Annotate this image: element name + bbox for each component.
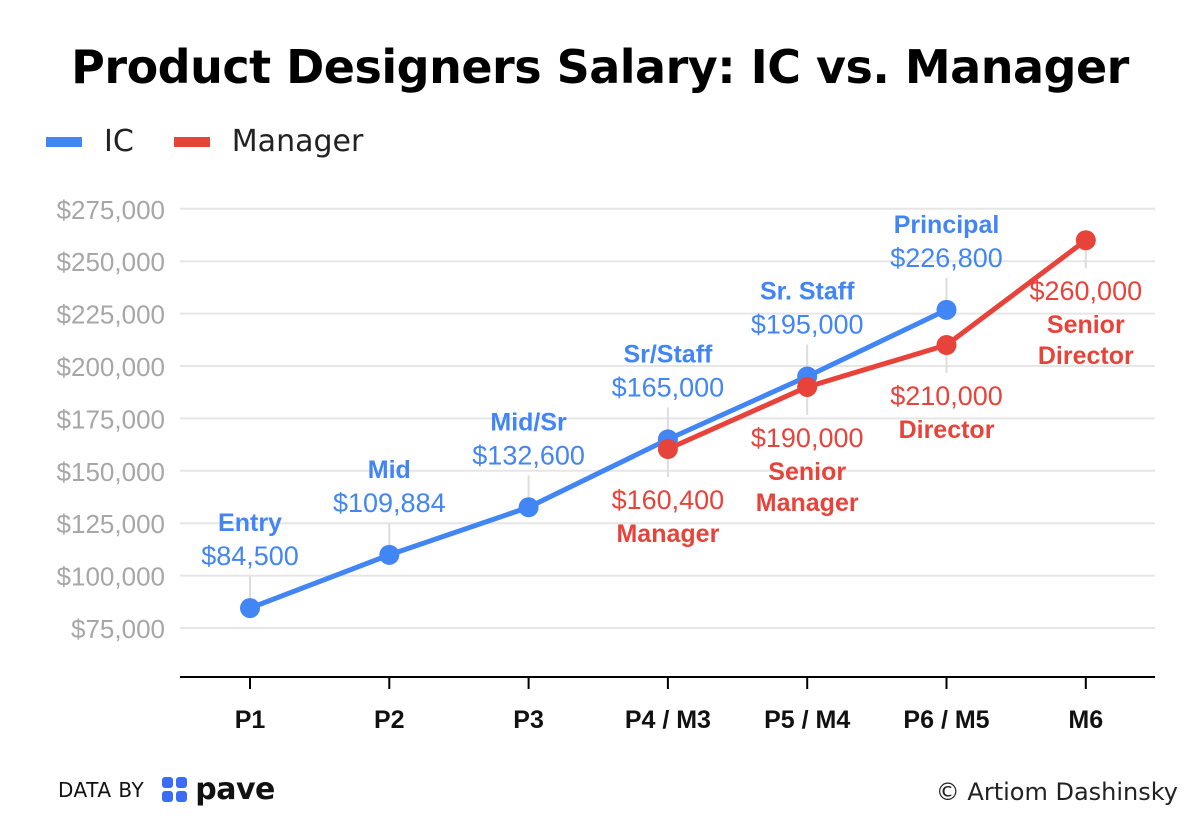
data-point-manager	[936, 335, 957, 356]
ic-value-label: $165,000	[612, 372, 725, 402]
x-tick-label: P2	[374, 706, 405, 734]
ic-level-label: Sr/Staff	[623, 340, 713, 368]
manager-value-label: $260,000	[1029, 276, 1142, 306]
data-point-ic	[379, 544, 400, 565]
y-tick-label: $275,000	[57, 195, 165, 225]
legend-swatch-manager	[173, 136, 210, 147]
manager-level-label: Manager	[756, 489, 859, 517]
y-tick-label: $125,000	[57, 509, 165, 539]
x-tick-label: P3	[513, 706, 544, 734]
legend-item-manager[interactable]: Manager	[173, 124, 364, 159]
chart-title: Product Designers Salary: IC vs. Manager	[71, 40, 1129, 94]
x-tick-label: P5 / M4	[764, 706, 850, 734]
y-tick-label: $100,000	[57, 562, 165, 592]
legend-label-ic: IC	[104, 124, 134, 159]
credit: © Artiom Dashinsky	[935, 778, 1178, 806]
manager-value-label: $210,000	[890, 381, 1003, 411]
legend-swatch-ic	[46, 136, 82, 147]
data-point-ic	[518, 497, 539, 518]
manager-level-label: Director	[899, 416, 995, 444]
data-by-label: DATA BY	[58, 777, 145, 802]
y-tick-label: $225,000	[57, 300, 165, 330]
y-tick-label: $175,000	[57, 404, 165, 434]
pave-logo-icon	[162, 777, 188, 802]
ic-value-label: $132,600	[472, 440, 585, 470]
x-tick-label: P1	[235, 706, 266, 734]
y-tick-label: $250,000	[57, 247, 165, 277]
legend: IC Manager	[46, 124, 403, 159]
ic-level-label: Mid/Sr	[490, 408, 567, 436]
data-source: DATA BY pave	[58, 772, 275, 807]
ic-level-label: Sr. Staff	[760, 277, 855, 305]
x-tick-label: P4 / M3	[625, 706, 711, 734]
y-tick-label: $200,000	[57, 352, 165, 382]
data-point-manager	[797, 376, 818, 397]
ic-level-label: Principal	[894, 211, 1000, 239]
ic-level-label: Mid	[368, 456, 411, 484]
manager-level-label: Director	[1038, 342, 1134, 370]
series-line-manager	[665, 237, 1089, 452]
ic-value-label: $226,800	[890, 243, 1003, 273]
ic-value-label: $195,000	[751, 309, 864, 339]
x-tick-label: P6 / M5	[903, 706, 989, 734]
y-tick-label: $75,000	[71, 614, 165, 644]
legend-label-manager: Manager	[231, 124, 364, 159]
manager-value-label: $190,000	[751, 423, 864, 453]
manager-value-label: $160,400	[612, 485, 725, 515]
x-tick-label: M6	[1068, 706, 1103, 734]
ic-value-label: $109,884	[333, 488, 446, 518]
manager-level-label: Manager	[616, 520, 719, 548]
data-point-ic	[240, 598, 260, 619]
y-tick-label: $150,000	[57, 457, 165, 487]
manager-level-label: Senior	[1047, 311, 1125, 339]
data-point-ic	[936, 299, 957, 320]
pave-brand: pave	[195, 772, 275, 807]
legend-item-ic[interactable]: IC	[46, 124, 134, 159]
data-point-manager	[1075, 230, 1096, 251]
ic-value-label: $84,500	[201, 541, 299, 571]
series-line-ic	[247, 307, 949, 611]
ic-level-label: Entry	[218, 509, 282, 537]
manager-level-label: Senior	[768, 458, 846, 486]
data-point-manager	[657, 439, 678, 460]
